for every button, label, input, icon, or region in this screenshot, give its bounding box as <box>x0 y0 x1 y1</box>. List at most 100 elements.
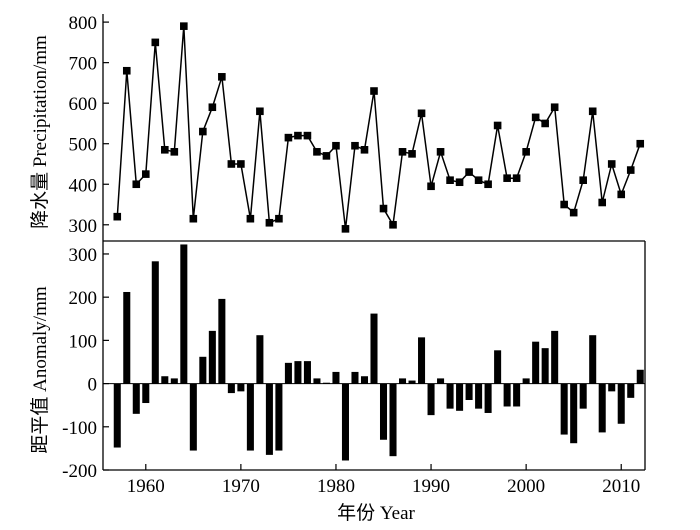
anomaly-bar <box>617 383 625 424</box>
precipitation-point <box>503 174 511 182</box>
anomaly-bar <box>541 348 549 384</box>
anomaly-bar <box>627 383 635 398</box>
anomaly-bar <box>123 291 131 384</box>
precipitation-point <box>617 190 626 199</box>
bottom-y-tick-label: 0 <box>88 375 98 396</box>
precipitation-point <box>332 141 340 150</box>
precipitation-point <box>141 170 150 178</box>
anomaly-bar <box>513 383 521 407</box>
top-y-tick-label: 500 <box>69 135 98 156</box>
precipitation-point <box>199 127 207 136</box>
anomaly-bar <box>408 380 416 384</box>
precipitation-point <box>436 148 445 156</box>
top-y-tick-label: 300 <box>69 216 98 237</box>
x-tick-label: 1960 <box>127 476 165 497</box>
top-y-tick-label: 800 <box>69 13 98 34</box>
x-tick-label: 2010 <box>602 476 640 497</box>
precipitation-point <box>284 133 293 142</box>
precipitation-point <box>588 107 597 116</box>
precipitation-point <box>541 119 549 128</box>
precipitation-point <box>626 166 635 174</box>
anomaly-panel: -200 -100 0 100 200 300 <box>62 244 645 482</box>
precipitation-point <box>294 131 302 140</box>
anomaly-bar <box>522 378 530 384</box>
precipitation-point <box>636 139 645 148</box>
anomaly-bar <box>494 350 502 384</box>
precipitation-panel: 300 400 500 600 700 800 <box>69 13 645 237</box>
precipitation-point <box>465 168 473 176</box>
anomaly-bar <box>151 261 159 384</box>
anomaly-bar <box>598 383 606 433</box>
anomaly-bar <box>379 383 388 440</box>
anomaly-bar <box>237 383 245 392</box>
precipitation-point <box>531 113 540 122</box>
anomaly-bar <box>132 383 140 414</box>
anomaly-bar <box>341 383 349 461</box>
precipitation-point <box>246 214 255 223</box>
anomaly-bar <box>465 383 473 401</box>
anomaly-bar <box>427 383 435 416</box>
bottom-y-axis-label: 距平值 Anomaly/mm <box>29 286 51 454</box>
precipitation-point <box>512 174 521 182</box>
anomaly-bar <box>589 335 597 384</box>
x-tick-label: 1990 <box>412 476 450 497</box>
anomaly-bar <box>189 383 197 451</box>
anomaly-bar <box>437 378 445 384</box>
top-y-tick-label: 600 <box>69 94 98 115</box>
anomaly-bar <box>360 376 369 384</box>
anomaly-bar <box>636 369 644 384</box>
precipitation-point <box>275 214 283 223</box>
anomaly-bar <box>265 383 273 455</box>
precipitation-point <box>560 200 568 209</box>
anomaly-bar <box>456 383 464 411</box>
top-y-tick-label: 700 <box>69 54 98 75</box>
precipitation-point <box>170 148 179 156</box>
plot-frame <box>102 14 646 471</box>
precipitation-point <box>493 121 502 130</box>
bottom-y-tick-label: 200 <box>69 288 98 309</box>
x-tick-label: 1980 <box>317 476 355 497</box>
precipitation-point <box>569 208 578 217</box>
precipitation-point <box>122 66 131 75</box>
precipitation-point <box>227 160 236 168</box>
anomaly-bar <box>560 383 568 435</box>
anomaly-bar <box>484 383 492 413</box>
precipitation-point <box>351 141 359 150</box>
anomaly-bar <box>161 376 169 384</box>
top-y-tick-label: 400 <box>69 175 98 196</box>
anomaly-bar <box>170 378 178 384</box>
precipitation-point <box>389 220 397 229</box>
precipitation-line <box>116 26 641 229</box>
precipitation-point <box>303 131 312 140</box>
anomaly-bar <box>275 383 283 451</box>
anomaly-bar <box>199 356 207 384</box>
anomaly-bar <box>313 378 321 384</box>
bottom-y-tick-label: -100 <box>62 418 97 439</box>
precipitation-point <box>132 180 141 189</box>
precipitation-point <box>484 180 492 189</box>
bottom-y-tick-label: 300 <box>69 245 98 266</box>
anomaly-bar <box>399 378 407 384</box>
precipitation-point <box>322 152 331 160</box>
precipitation-point <box>208 103 217 112</box>
anomaly-bar <box>370 313 378 384</box>
precipitation-point <box>579 176 587 184</box>
anomaly-bar <box>418 337 426 384</box>
x-axis: 1960 1970 1980 1990 2000 2010 <box>127 464 640 497</box>
anomaly-bar <box>551 330 559 384</box>
precipitation-point <box>360 145 369 154</box>
anomaly-bar <box>208 330 216 384</box>
precipitation-point <box>341 225 350 233</box>
precipitation-point <box>417 109 426 118</box>
anomaly-bar <box>532 341 540 384</box>
precipitation-point <box>113 212 122 221</box>
bottom-y-tick-label: -200 <box>62 461 97 482</box>
precipitation-point <box>265 218 274 227</box>
anomaly-bar <box>142 383 150 404</box>
anomaly-bar <box>256 335 264 384</box>
precipitation-point <box>427 182 435 191</box>
anomaly-bar <box>503 383 511 407</box>
x-axis-label: 年份 Year <box>337 502 415 524</box>
anomaly-bar <box>570 383 578 444</box>
